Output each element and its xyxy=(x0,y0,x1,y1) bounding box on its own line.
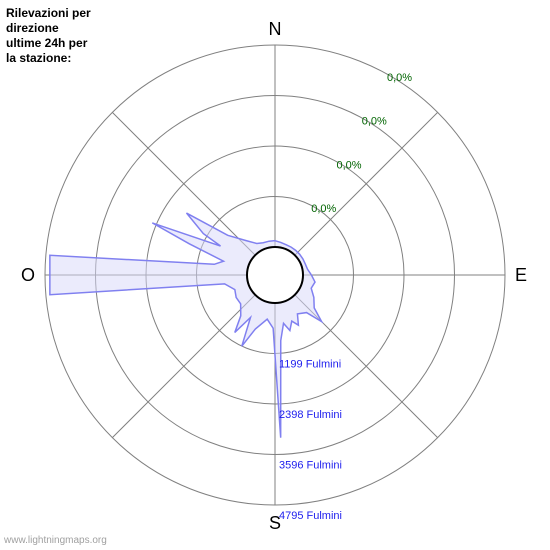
ring-percent-label: 0,0% xyxy=(311,203,336,215)
ring-count-label: 1199 Fulmini xyxy=(279,359,341,371)
ring-count-label: 2398 Fulmini xyxy=(279,409,342,421)
polar-chart: 0,0% 0,0% 0,0% 0,0% 1199 Fulmini 2398 Fulmini… xyxy=(0,0,550,550)
ring-percent-label: 0,0% xyxy=(337,159,362,171)
ring-count-label: 3596 Fulmini xyxy=(279,460,342,472)
cardinal-e: E xyxy=(515,265,527,285)
ring-percent-label: 0,0% xyxy=(362,116,387,128)
cardinal-n: N xyxy=(269,19,282,39)
cardinal-w: O xyxy=(21,265,35,285)
cardinal-s: S xyxy=(269,513,281,533)
ring-percent-label: 0,0% xyxy=(387,72,412,84)
ring-count-label: 4795 Fulmini xyxy=(279,510,342,522)
